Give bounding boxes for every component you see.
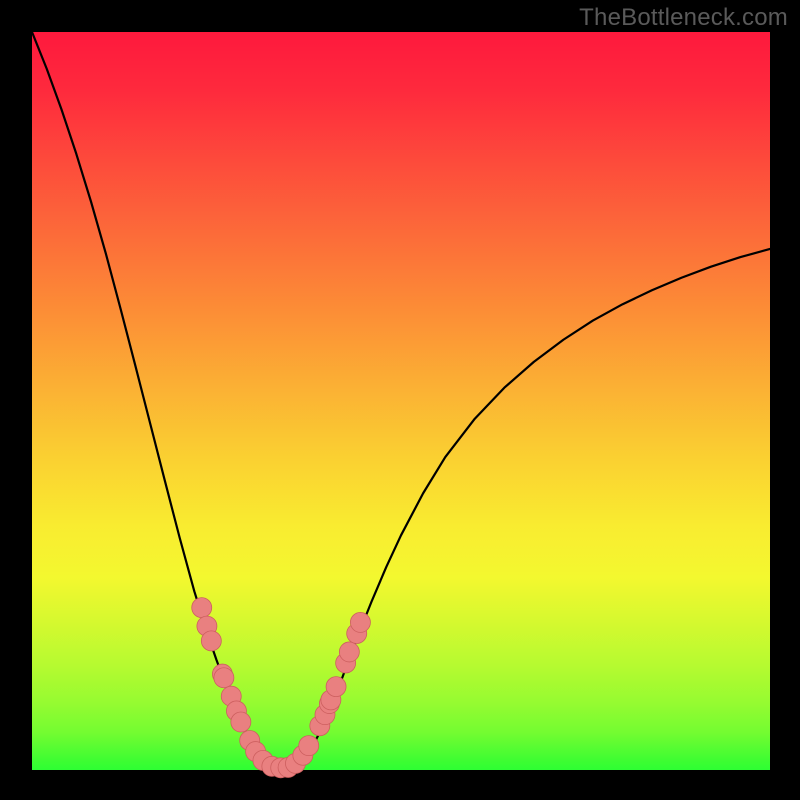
curve-marker <box>350 612 370 632</box>
chart-container: TheBottleneck.com <box>0 0 800 800</box>
curve-marker <box>201 631 221 651</box>
curve-marker <box>339 642 359 662</box>
plot-gradient-background <box>32 32 770 770</box>
curve-marker <box>214 668 234 688</box>
watermark-text: TheBottleneck.com <box>579 4 788 32</box>
curve-marker <box>299 736 319 756</box>
curve-marker <box>192 598 212 618</box>
curve-marker <box>231 712 251 732</box>
curve-marker <box>326 677 346 697</box>
bottleneck-curve-chart <box>0 0 800 800</box>
